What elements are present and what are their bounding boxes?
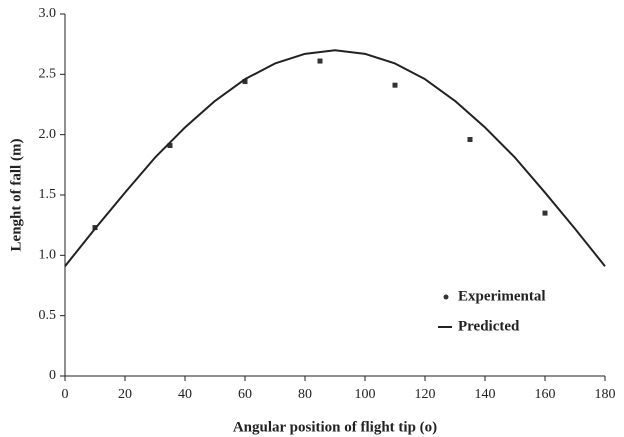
x-tick-label: 100 (355, 387, 376, 402)
y-tick-label: 3.0 (39, 6, 57, 21)
legend-marker (443, 294, 449, 300)
y-tick-label: 0.5 (39, 308, 57, 323)
x-tick-label: 180 (595, 387, 616, 402)
y-tick-label: 0 (49, 368, 56, 383)
x-tick-label: 140 (475, 387, 496, 402)
data-point (242, 79, 248, 85)
x-tick-label: 20 (118, 387, 132, 402)
y-axis-label: Lenght of fall (m) (8, 139, 24, 252)
x-axis-label: Angular position of flight tip (o) (233, 419, 437, 435)
y-tick-label: 1.0 (39, 248, 57, 263)
x-tick-label: 60 (238, 387, 252, 402)
data-point (467, 136, 473, 142)
line (64, 49, 606, 267)
y-tick-label: 2.0 (39, 127, 57, 142)
data-point (542, 210, 548, 216)
x-tick-label: 120 (415, 387, 436, 402)
y-tick-label: 1.5 (39, 187, 57, 202)
data-point (317, 58, 323, 64)
data-point (167, 143, 173, 149)
x-tick-label: 80 (298, 387, 312, 402)
legend-label: Predicted (458, 318, 520, 334)
x-tick-label: 0 (62, 387, 69, 402)
y-tick-label: 2.5 (39, 67, 57, 82)
x-tick-label: 40 (178, 387, 192, 402)
data-point (392, 82, 398, 88)
x-tick-label: 160 (535, 387, 556, 402)
legend-label: Experimental (458, 288, 546, 304)
